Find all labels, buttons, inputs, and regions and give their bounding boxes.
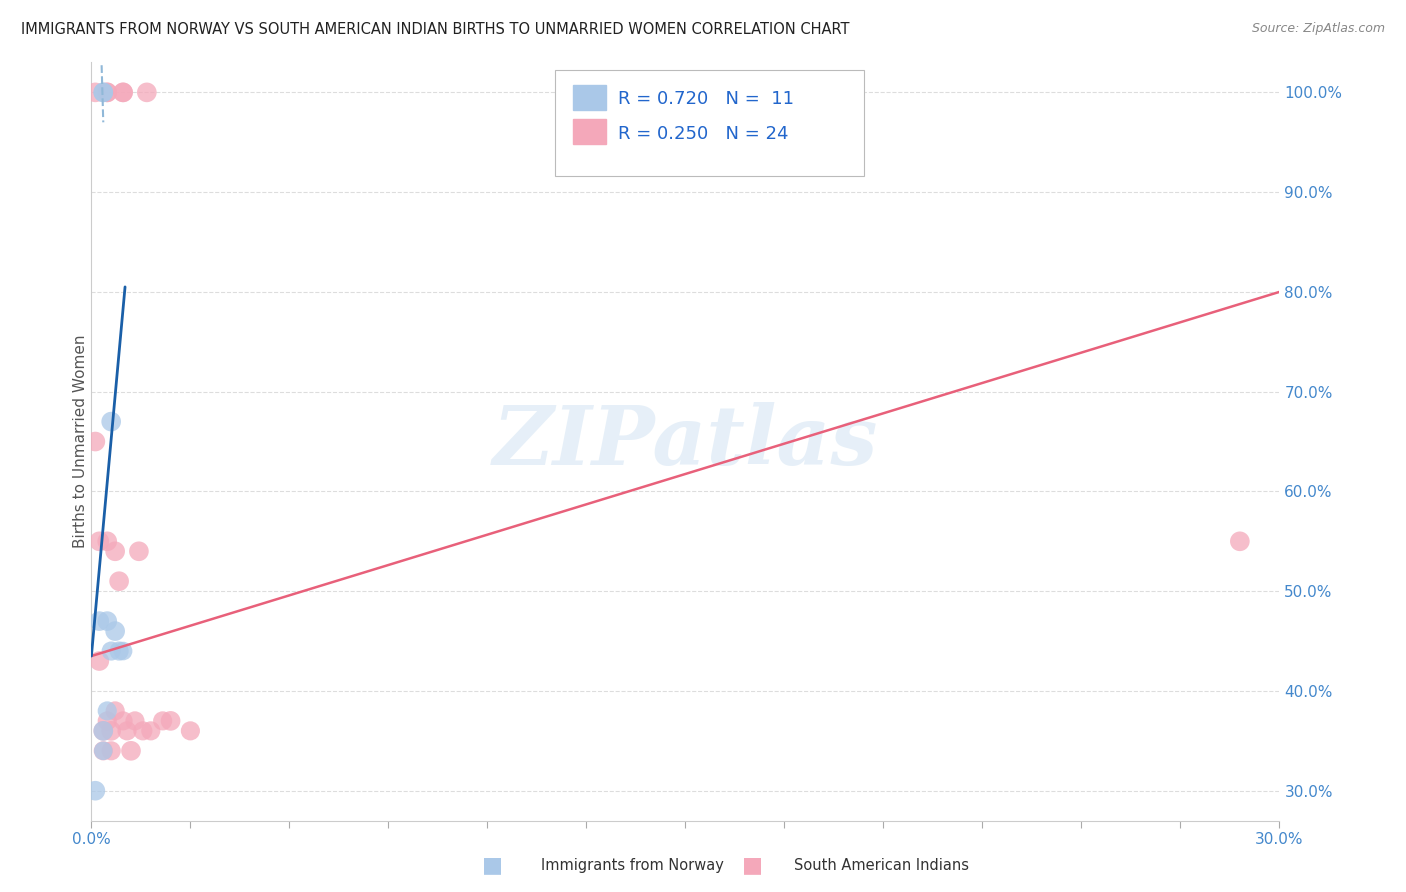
Y-axis label: Births to Unmarried Women: Births to Unmarried Women xyxy=(73,334,87,549)
Point xyxy=(100,644,122,658)
Point xyxy=(159,714,181,728)
Point xyxy=(100,723,122,738)
Point xyxy=(104,544,127,558)
Point xyxy=(100,744,122,758)
Point xyxy=(89,654,111,668)
Point xyxy=(91,744,114,758)
Text: ■: ■ xyxy=(482,855,502,875)
Point xyxy=(96,86,118,100)
Point xyxy=(96,614,118,628)
Point xyxy=(132,723,155,738)
Text: South American Indians: South American Indians xyxy=(794,858,969,872)
Text: ZIPatlas: ZIPatlas xyxy=(492,401,879,482)
Point xyxy=(96,704,118,718)
Point xyxy=(124,714,146,728)
Point xyxy=(128,544,150,558)
Text: R = 0.250   N = 24: R = 0.250 N = 24 xyxy=(617,125,789,143)
Point xyxy=(135,86,157,100)
Text: R = 0.720   N =  11: R = 0.720 N = 11 xyxy=(617,90,794,109)
Point xyxy=(112,644,135,658)
Point xyxy=(100,415,122,429)
Point xyxy=(84,434,107,449)
Point xyxy=(89,614,111,628)
Point xyxy=(152,714,174,728)
Point xyxy=(112,86,135,100)
Text: Immigrants from Norway: Immigrants from Norway xyxy=(541,858,724,872)
Point xyxy=(112,86,135,100)
Point xyxy=(179,723,201,738)
Point xyxy=(96,714,118,728)
Text: IMMIGRANTS FROM NORWAY VS SOUTH AMERICAN INDIAN BIRTHS TO UNMARRIED WOMEN CORREL: IMMIGRANTS FROM NORWAY VS SOUTH AMERICAN… xyxy=(21,22,849,37)
Point xyxy=(96,86,118,100)
Point xyxy=(91,723,114,738)
Point xyxy=(91,86,114,100)
Point xyxy=(108,644,131,658)
Point xyxy=(115,723,138,738)
Point xyxy=(84,783,107,797)
Point xyxy=(112,714,135,728)
Point xyxy=(108,574,131,589)
Point xyxy=(91,723,114,738)
Point xyxy=(139,723,162,738)
Point xyxy=(120,744,142,758)
Point xyxy=(1229,534,1251,549)
FancyBboxPatch shape xyxy=(555,70,863,177)
Point xyxy=(91,86,114,100)
Point xyxy=(104,704,127,718)
Point xyxy=(91,744,114,758)
Point xyxy=(84,86,107,100)
Text: ■: ■ xyxy=(742,855,762,875)
Point xyxy=(104,624,127,639)
Bar xyxy=(572,85,606,111)
Point xyxy=(89,534,111,549)
Bar xyxy=(572,120,606,145)
Point xyxy=(96,534,118,549)
Text: Source: ZipAtlas.com: Source: ZipAtlas.com xyxy=(1251,22,1385,36)
